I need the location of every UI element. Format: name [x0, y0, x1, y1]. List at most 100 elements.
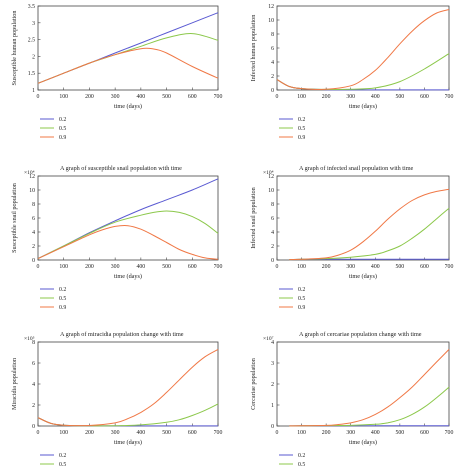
- series-line-0.9: [289, 349, 450, 427]
- x-tick-label: 100: [297, 94, 306, 100]
- x-tick-label: 500: [162, 94, 171, 100]
- y-tick-label: 0: [271, 258, 274, 264]
- y-tick-label: 1: [32, 88, 35, 94]
- x-tick-label: 500: [396, 94, 405, 100]
- x-tick-label: 100: [297, 430, 306, 436]
- chart-title: A graph of cercariae population change w…: [299, 331, 422, 338]
- chart-panel-6: A graph of cercariae population change w…: [250, 331, 453, 468]
- x-tick-label: 600: [420, 430, 429, 436]
- chart-title: A graph of miracidia population change w…: [60, 331, 184, 338]
- legend-label-0.2: 0.2: [59, 453, 66, 459]
- y-tick-label: 4: [271, 340, 274, 346]
- x-tick-label: 500: [162, 264, 171, 270]
- y-tick-label: 8: [32, 202, 35, 208]
- x-tick-label: 600: [420, 94, 429, 100]
- x-tick-label: 0: [276, 430, 279, 436]
- series-line-0.5: [289, 207, 450, 261]
- plot-frame: [276, 175, 450, 261]
- x-tick-label: 400: [371, 430, 380, 436]
- x-tick-label: 600: [188, 264, 197, 270]
- legend-label-0.9: 0.9: [59, 305, 66, 311]
- plot-frame: [37, 5, 219, 91]
- y-tick-label: 4: [32, 230, 35, 236]
- x-tick-label: 0: [276, 264, 279, 270]
- y-tick-label: 3: [32, 21, 35, 27]
- y-tick-label: 2: [271, 244, 274, 250]
- x-tick-label: 100: [59, 264, 68, 270]
- x-tick-label: 700: [445, 94, 454, 100]
- x-tick-label: 300: [346, 94, 355, 100]
- y-tick-label: 2: [271, 74, 274, 80]
- x-tick-label: 400: [371, 264, 380, 270]
- legend-label-0.5: 0.5: [298, 462, 305, 468]
- y-tick-label: 10: [268, 18, 274, 24]
- y-tick-label: 6: [32, 361, 35, 367]
- plot-frame: [37, 341, 219, 427]
- legend-label-0.2: 0.2: [59, 117, 66, 123]
- x-tick-label: 200: [322, 264, 331, 270]
- x-tick-label: 700: [214, 264, 223, 270]
- y-tick-label: 0: [271, 424, 274, 430]
- x-tick-label: 300: [346, 264, 355, 270]
- chart-title: A graph of infected snail population wit…: [299, 165, 414, 172]
- x-tick-label: 300: [111, 94, 120, 100]
- x-tick-label: 600: [188, 430, 197, 436]
- chart-panel-1: 0 100 200 300 400 500 600 700 1 1.5 2 2.5 3 3.5 time (…: [11, 4, 222, 141]
- series-line-0.5: [276, 53, 450, 91]
- y-tick-label: 3.5: [28, 4, 35, 10]
- x-axis-label: time (days): [349, 103, 377, 110]
- y-tick-label: 0: [32, 424, 35, 430]
- plot-frame: [276, 5, 450, 91]
- legend-label-0.2: 0.2: [298, 287, 305, 293]
- y-tick-label: 12: [268, 4, 274, 10]
- y-tick-label: 1.5: [28, 71, 35, 77]
- legend-label-0.2: 0.2: [59, 287, 66, 293]
- plot-frame: [276, 341, 450, 427]
- y-tick-label: 3: [271, 361, 274, 367]
- y-tick-label: 12: [268, 174, 274, 180]
- x-axis-label: time (days): [114, 439, 142, 446]
- chart-panel-2: 0 100 200 300 400 500 600 700 0 2 4 6 8 10 12 time (day…: [250, 4, 453, 141]
- x-tick-label: 400: [137, 430, 146, 436]
- x-tick-label: 700: [445, 264, 454, 270]
- x-tick-label: 400: [371, 94, 380, 100]
- x-tick-label: 200: [85, 430, 94, 436]
- x-tick-label: 500: [162, 430, 171, 436]
- y-axis-label: Susceptible snail population: [11, 183, 18, 253]
- x-axis-label: time (days): [114, 103, 142, 110]
- y-tick-label: 4: [271, 60, 274, 66]
- y-tick-label: 12: [29, 174, 35, 180]
- y-tick-label: 0: [32, 258, 35, 264]
- y-tick-label: 6: [271, 216, 274, 222]
- x-tick-label: 500: [396, 430, 405, 436]
- series-line-0.9: [37, 348, 219, 427]
- x-tick-label: 700: [445, 430, 454, 436]
- y-tick-label: 8: [271, 202, 274, 208]
- x-tick-label: 100: [59, 430, 68, 436]
- y-tick-label: 8: [271, 32, 274, 38]
- series-line-0.9: [276, 9, 450, 90]
- x-tick-label: 600: [188, 94, 197, 100]
- x-tick-label: 200: [85, 264, 94, 270]
- x-tick-label: 100: [59, 94, 68, 100]
- y-axis-label: Infected snail population: [250, 187, 257, 249]
- series-line-0.9: [37, 225, 219, 260]
- series-line-0.5: [37, 33, 219, 84]
- x-tick-label: 200: [322, 430, 331, 436]
- legend-label-0.5: 0.5: [298, 296, 305, 302]
- series-line-0.9: [289, 188, 450, 261]
- legend-label-0.2: 0.2: [298, 117, 305, 123]
- x-tick-label: 0: [37, 430, 40, 436]
- y-tick-label: 1: [271, 403, 274, 409]
- y-axis-label: Miracidia population: [11, 358, 18, 410]
- y-axis-label: Susceptible human population: [11, 11, 18, 86]
- x-tick-label: 200: [322, 94, 331, 100]
- y-axis-label: Cercariae population: [250, 358, 257, 410]
- y-tick-label: 10: [29, 188, 35, 194]
- series-line-0.5: [37, 210, 219, 260]
- y-tick-label: 0: [271, 88, 274, 94]
- x-tick-label: 400: [137, 264, 146, 270]
- y-tick-label: 2: [32, 54, 35, 60]
- y-axis-label: Infected human population: [250, 15, 257, 82]
